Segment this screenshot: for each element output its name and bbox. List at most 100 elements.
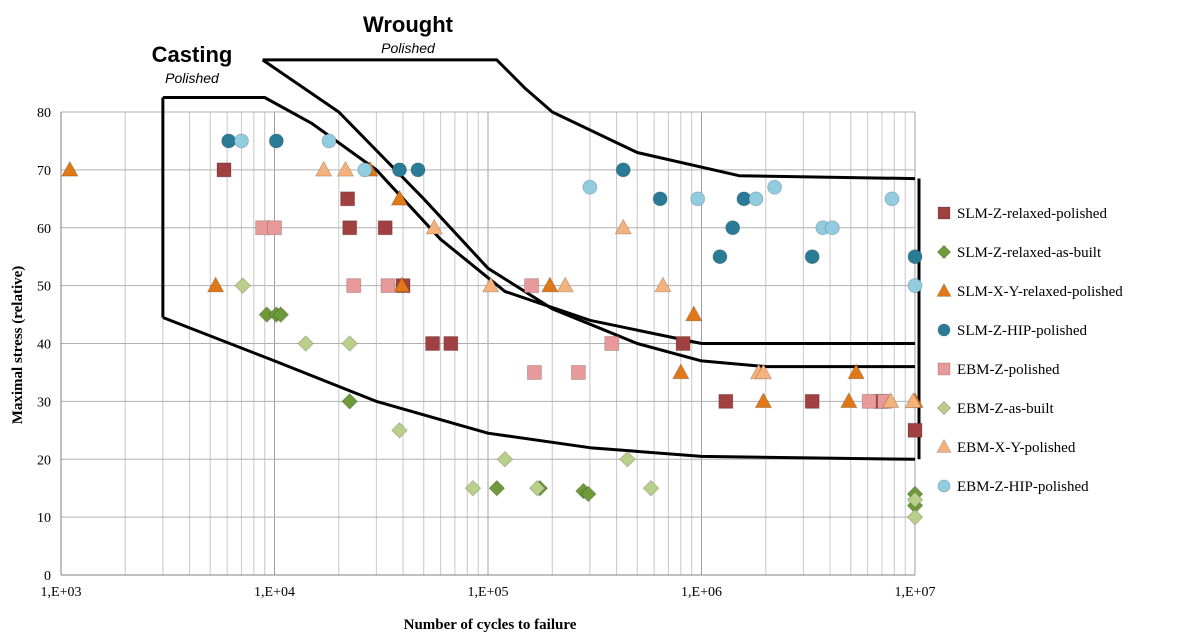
x-tick-label: 1,E+06 — [681, 585, 722, 600]
ebm-z-as-built-point — [642, 479, 660, 497]
slm-z-relaxed-polished-point — [216, 162, 232, 178]
slm-z-hip-polished-point — [652, 191, 668, 207]
slm-z-relaxed-polished-point — [804, 393, 820, 409]
ebm-z-hip-polished-point — [748, 191, 764, 207]
ebm-z-as-built-point — [619, 450, 636, 468]
wrought-upper-boundary — [262, 58, 916, 181]
slm-z-relaxed-polished-point — [675, 336, 691, 351]
material-regions — [161, 58, 921, 461]
slm-x-y-relaxed-polished-point — [541, 276, 559, 293]
legend-label: EBM-Z-polished — [957, 362, 1060, 378]
ebm-z-polished-point — [380, 278, 396, 294]
ebm-z-hip-polished-point — [321, 133, 337, 149]
y-tick-label: 30 — [37, 395, 51, 410]
legend-marker — [937, 206, 951, 220]
y-tick-label: 50 — [37, 280, 51, 295]
slm-z-hip-polished-point — [907, 249, 923, 265]
slm-z-relaxed-polished-point — [907, 422, 923, 438]
slm-x-y-relaxed-polished-point — [206, 276, 225, 293]
ebm-x-y-polished-point — [425, 218, 444, 235]
slm-x-y-relaxed-polished-point — [684, 305, 703, 322]
slm-z-hip-polished-point — [804, 249, 820, 265]
slm-z-hip-polished-point — [268, 133, 284, 149]
ebm-x-y-polished-point — [904, 391, 923, 409]
ebm-z-polished-point — [267, 220, 282, 236]
slm-z-relaxed-as-built-point — [488, 479, 506, 497]
slm-z-hip-polished-point — [410, 162, 426, 178]
legend-marker — [937, 362, 951, 376]
slm-x-y-relaxed-polished-point — [390, 189, 409, 206]
x-tick-label: 1,E+07 — [895, 585, 936, 600]
casting-region-title: Casting — [152, 42, 233, 67]
ebm-x-y-polished-point — [754, 362, 773, 380]
slm-z-relaxed-polished-point — [377, 220, 393, 236]
legend-marker — [936, 244, 952, 260]
slm-z-relaxed-polished-point — [340, 191, 356, 207]
slm-x-y-relaxed-polished-point — [839, 391, 858, 409]
slm-z-relaxed-as-built-point — [579, 485, 597, 503]
ebm-z-as-built-point — [234, 277, 252, 295]
legend-label: SLM-Z-relaxed-as-built — [957, 245, 1102, 261]
legend-marker — [937, 323, 951, 337]
slm-x-y-relaxed-polished-point — [754, 391, 773, 409]
ebm-z-polished-point — [570, 364, 586, 380]
ebm-z-hip-polished-point — [690, 191, 706, 207]
wrought-region-subtitle: Polished — [381, 40, 436, 56]
ebm-x-y-polished-point — [314, 160, 333, 177]
y-tick-label: 60 — [37, 222, 51, 237]
ebm-x-y-polished-point — [336, 160, 355, 177]
x-axis-label: Number of cycles to failure — [404, 617, 577, 633]
ebm-z-hip-polished-point — [582, 179, 598, 195]
casting-upper-boundary — [162, 96, 915, 345]
ebm-z-as-built-point — [464, 479, 482, 497]
slm-z-relaxed-polished-point — [342, 220, 358, 236]
legend-label: EBM-Z-HIP-polished — [957, 479, 1089, 495]
casting-region-subtitle: Polished — [165, 70, 220, 86]
ebm-x-y-polished-point — [881, 391, 900, 409]
slm-z-relaxed-as-built-point — [341, 392, 359, 410]
slm-z-hip-polished-point — [391, 162, 407, 178]
x-tick-label: 1,E+05 — [468, 585, 509, 600]
y-tick-label: 20 — [37, 453, 51, 468]
y-tick-label: 10 — [37, 511, 51, 526]
ebm-z-as-built-point — [906, 508, 924, 526]
ebm-z-hip-polished-point — [824, 220, 840, 236]
ebm-z-polished-point — [524, 278, 540, 294]
y-tick-label: 0 — [44, 569, 51, 584]
plot-axes — [60, 112, 915, 576]
slm-x-y-relaxed-polished-point — [671, 362, 690, 380]
slm-z-hip-polished-point — [712, 249, 728, 265]
slm-x-y-relaxed-polished-point — [60, 160, 79, 177]
legend-label: SLM-Z-relaxed-polished — [957, 206, 1107, 222]
ebm-x-y-polished-point — [556, 276, 575, 293]
x-tick-label: 1,E+04 — [254, 585, 295, 600]
ebm-z-hip-polished-point — [357, 162, 373, 178]
slm-z-relaxed-polished-point — [443, 336, 459, 351]
legend: SLM-Z-relaxed-polished SLM-Z-relaxed-as-b… — [936, 206, 1123, 495]
slm-z-hip-polished-point — [725, 220, 741, 236]
slm-z-relaxed-as-built-point — [272, 306, 290, 323]
ebm-z-as-built-point — [341, 335, 359, 352]
slm-z-hip-polished-point — [615, 162, 631, 178]
y-tick-label: 80 — [37, 106, 51, 121]
ebm-z-hip-polished-point — [233, 133, 249, 149]
ebm-z-as-built-point — [528, 479, 546, 497]
y-axis-label: Maximal stress (relative) — [10, 266, 26, 425]
ebm-x-y-polished-point — [481, 276, 500, 293]
slm-x-y-relaxed-polished-point — [847, 362, 866, 380]
slm-z-relaxed-polished-point — [718, 393, 734, 409]
wrought-lower-boundary — [261, 58, 915, 369]
ebm-z-hip-polished-point — [884, 191, 900, 207]
legend-label: EBM-Z-as-built — [957, 401, 1054, 417]
legend-marker — [936, 400, 952, 416]
slm-x-y-relaxed-polished-point — [392, 276, 411, 293]
axis-ticks: 1,E+03 1,E+04 1,E+05 1,E+06 1,E+07 0 10 20 30 40 5… — [37, 106, 935, 600]
data-points — [60, 133, 924, 526]
x-tick-label: 1,E+03 — [41, 585, 82, 600]
y-tick-label: 70 — [37, 164, 51, 179]
ebm-z-polished-point — [604, 336, 620, 351]
ebm-z-hip-polished-point — [767, 179, 783, 195]
ebm-z-polished-point — [346, 278, 362, 294]
ebm-x-y-polished-point — [614, 218, 633, 235]
